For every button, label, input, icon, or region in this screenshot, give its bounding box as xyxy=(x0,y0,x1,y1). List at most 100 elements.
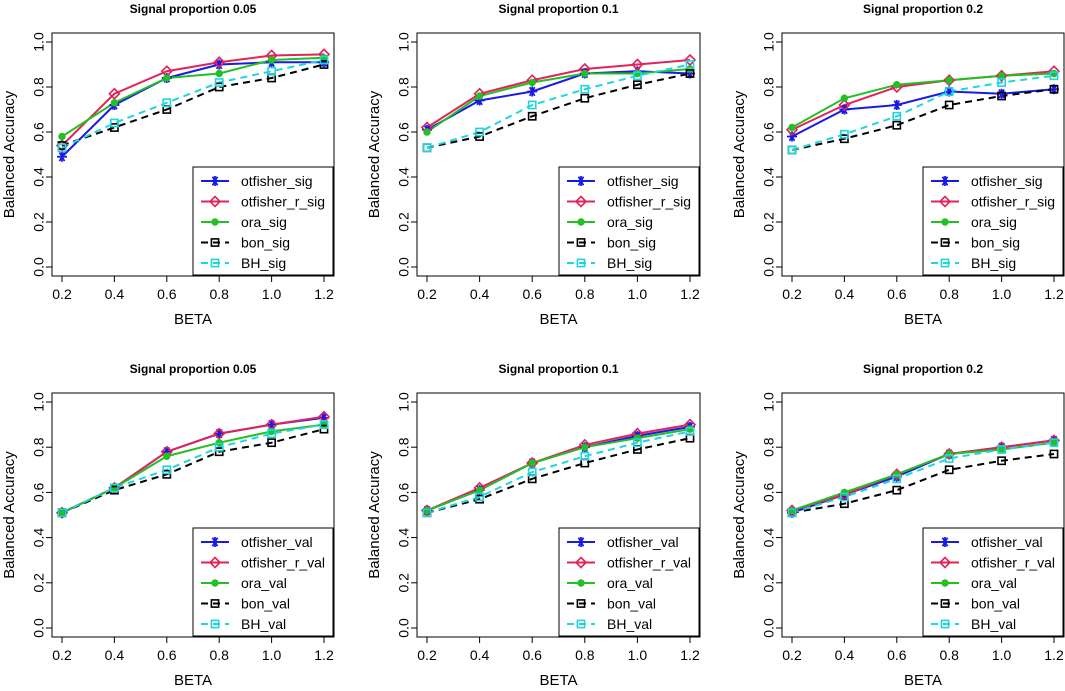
data-point-bon_sig xyxy=(527,111,537,121)
legend-label: otfisher_sig xyxy=(971,173,1043,189)
x-tick-label: 1.2 xyxy=(314,647,334,663)
y-tick-label: 0.4 xyxy=(396,528,412,548)
data-point-BH_sig xyxy=(319,55,329,65)
data-point-bon_sig xyxy=(839,134,849,144)
y-tick-label: 0.6 xyxy=(31,482,47,502)
legend: otfisher_val otfisher_r_val ora_val bon_val… xyxy=(192,527,334,637)
x-tick-label: 1.2 xyxy=(1044,286,1064,302)
data-point-bon_sig xyxy=(1049,84,1059,94)
data-point-ora_val xyxy=(581,443,589,451)
data-point-BH_sig xyxy=(944,87,954,96)
y-tick-label: 0.8 xyxy=(396,77,412,97)
legend-marker-bon_sig xyxy=(940,238,950,247)
y-tick-label: 0.8 xyxy=(761,437,777,457)
x-tick-label: 0.6 xyxy=(157,286,177,302)
series-line-bon_val xyxy=(61,428,325,514)
data-point-bon_sig xyxy=(110,123,119,132)
series-line-otfisher_sig xyxy=(61,61,324,158)
x-tick-label: 0.4 xyxy=(105,286,125,302)
data-point-ora_val xyxy=(840,488,849,497)
legend: otfisher_val otfisher_r_val ora_val bon_val… xyxy=(922,527,1064,637)
data-point-bon_sig xyxy=(944,100,954,110)
chart-panel-1: Signal proportion 0.05 0.2 0.4 0.6 0.8 1.0 1.2… xyxy=(1,2,335,328)
y-tick-label: 1.0 xyxy=(31,32,47,52)
data-point-ora_sig xyxy=(633,69,642,78)
series-line-otfisher_val xyxy=(426,425,691,512)
legend-label: ora_sig xyxy=(971,214,1017,230)
legend-marker-BH_val xyxy=(940,619,950,629)
y-tick-label: 1.0 xyxy=(31,392,47,412)
legend-marker-bon_sig xyxy=(210,238,220,247)
legend-label: otfisher_r_val xyxy=(241,555,325,571)
legend-label: otfisher_r_sig xyxy=(241,194,325,210)
y-tick-label: 0.0 xyxy=(31,257,47,277)
y-tick-label: 1.0 xyxy=(761,32,777,52)
legend-label: otfisher_val xyxy=(241,534,313,550)
x-tick-label: 1.2 xyxy=(680,286,700,302)
y-tick-label: 0.4 xyxy=(31,528,47,548)
legend-marker-bon_val xyxy=(210,599,220,608)
data-point-BH_sig xyxy=(839,129,849,139)
data-point-ora_val xyxy=(163,452,171,460)
chart-panel-2: Signal proportion 0.1 0.2 0.4 0.6 0.8 1.0 1.2 0… xyxy=(366,2,701,328)
x-tick-label: 0.8 xyxy=(575,286,595,302)
data-point-bon_sig xyxy=(319,60,329,69)
chart-title: Signal proportion 0.2 xyxy=(863,362,983,376)
y-axis-label: Balanced Accuracy xyxy=(731,90,748,218)
data-point-BH_sig xyxy=(57,143,67,153)
chart-title: Signal proportion 0.1 xyxy=(498,2,618,16)
x-tick-label: 0.6 xyxy=(522,647,542,663)
y-axis-label: Balanced Accuracy xyxy=(366,451,383,579)
legend-label: ora_val xyxy=(971,575,1017,591)
legend-marker-BH_val xyxy=(210,619,220,629)
legend-label: bon_val xyxy=(241,596,290,612)
legend-label: BH_sig xyxy=(241,255,286,271)
y-tick-label: 0.4 xyxy=(31,167,47,187)
series-line-otfisher_r_val xyxy=(61,415,325,514)
data-point-ora_sig xyxy=(320,54,328,62)
x-tick-label: 0.2 xyxy=(782,286,802,302)
x-axis-label: BETA xyxy=(174,672,212,686)
legend-marker-otfisher_r_sig xyxy=(208,195,222,208)
legend-label: BH_sig xyxy=(607,255,652,271)
y-tick-label: 1.0 xyxy=(396,32,412,52)
plot-frame xyxy=(416,32,701,277)
data-point-ora_sig xyxy=(581,69,589,78)
y-tick-label: 0.2 xyxy=(761,573,777,593)
data-point-ora_sig xyxy=(163,74,171,82)
legend-label: BH_val xyxy=(607,616,652,632)
data-point-otfisher_r_sig xyxy=(995,69,1008,82)
data-point-bon_val xyxy=(1049,449,1059,459)
data-point-ora_sig xyxy=(945,76,953,84)
data-point-bon_val xyxy=(944,465,954,475)
data-point-otfisher_r_sig xyxy=(631,58,644,71)
series-line-otfisher_val xyxy=(61,416,325,514)
data-point-bon_sig xyxy=(997,91,1006,101)
data-point-BH_sig xyxy=(580,84,590,94)
x-tick-label: 0.2 xyxy=(417,286,437,302)
x-tick-label: 1.2 xyxy=(314,286,334,302)
data-point-BH_val xyxy=(944,454,954,463)
data-point-ora_sig xyxy=(267,56,276,64)
x-tick-label: 0.6 xyxy=(157,647,177,663)
data-point-BH_val xyxy=(685,426,695,436)
legend-marker-ora_sig xyxy=(211,218,219,226)
data-point-ora_val xyxy=(528,459,536,467)
legend-label: ora_sig xyxy=(241,214,287,230)
x-tick-label: 0.2 xyxy=(52,647,72,663)
x-axis-label: BETA xyxy=(174,311,212,328)
data-point-BH_val xyxy=(527,467,537,477)
data-point-bon_val xyxy=(997,456,1006,466)
y-tick-label: 0.2 xyxy=(396,212,412,232)
legend-marker-otfisher_r_sig xyxy=(574,195,588,208)
legend: otfisher_sig otfisher_r_sig ora_sig bon_sig… xyxy=(558,166,700,276)
y-tick-label: 0.8 xyxy=(396,437,412,457)
series-line-ora_val xyxy=(61,423,325,514)
y-tick-label: 0.4 xyxy=(761,528,777,548)
legend-marker-otfisher_r_sig xyxy=(938,195,952,208)
data-point-ora_sig xyxy=(686,65,694,73)
series-line-otfisher_r_val xyxy=(426,423,691,512)
plot-frame xyxy=(51,392,335,638)
legend-marker-BH_sig xyxy=(210,258,220,268)
